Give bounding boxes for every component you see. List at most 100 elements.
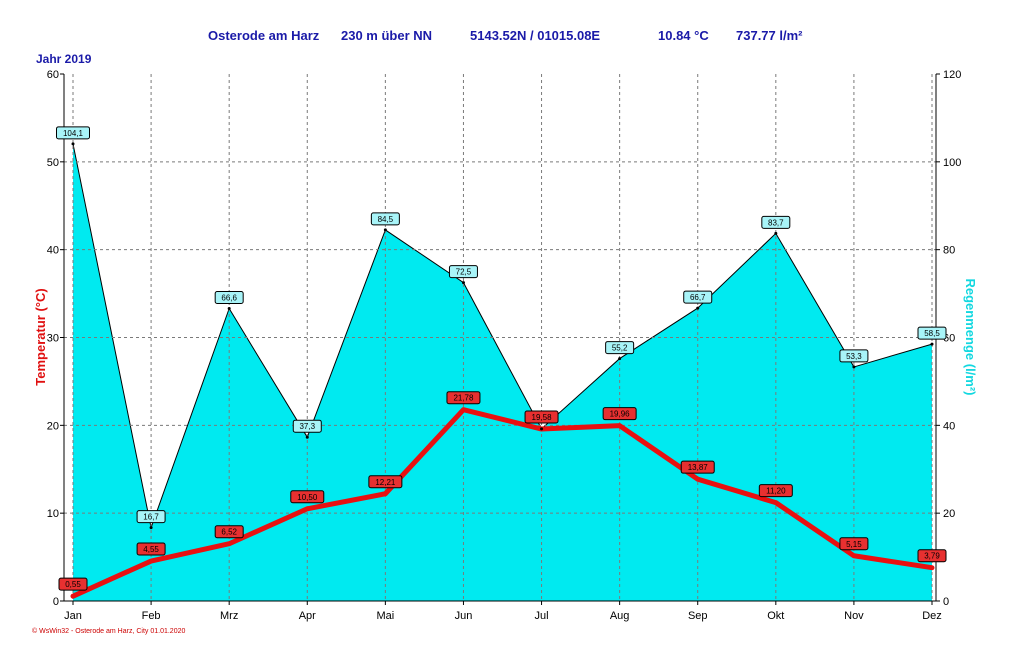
temperature-data-label: 13,87 xyxy=(688,463,709,472)
temperature-line xyxy=(70,407,935,599)
precipitation-data-label: 58,5 xyxy=(924,329,940,338)
precipitation-point xyxy=(774,231,778,235)
temperature-data-label: 3,79 xyxy=(924,552,940,561)
x-tick-label: Apr xyxy=(299,610,316,622)
precipitation-data-label-box xyxy=(370,212,400,226)
precipitation-data-label: 83,7 xyxy=(768,218,784,227)
temperature-point xyxy=(461,407,466,412)
x-tick-label: Jul xyxy=(535,610,549,622)
x-tick-label: Okt xyxy=(767,610,784,622)
precipitation-data-label-box xyxy=(214,291,244,305)
temperature-data-label-box xyxy=(680,460,715,474)
temperature-data-label: 19,58 xyxy=(532,413,553,422)
precipitation-point xyxy=(71,142,75,146)
precipitation-point xyxy=(930,342,934,346)
precipitation-point xyxy=(149,526,153,530)
x-tick-label: Dez xyxy=(922,610,942,622)
y-right-tick-label: 100 xyxy=(943,157,961,169)
y-right-tick-label: 0 xyxy=(943,596,949,608)
precipitation-point xyxy=(461,281,465,285)
x-tick-label: Mrz xyxy=(220,610,238,622)
precipitation-data-label: 16,7 xyxy=(143,513,159,522)
temperature-data-label: 5,15 xyxy=(846,540,862,549)
precipitation-data-label: 66,6 xyxy=(221,294,237,303)
precipitation-outline xyxy=(72,143,933,530)
temperature-data-label: 10,50 xyxy=(297,493,318,502)
precipitation-point xyxy=(618,357,622,361)
x-tick-label: Jun xyxy=(455,610,473,622)
y-left-tick-label: 40 xyxy=(47,245,59,257)
precipitation-data-label: 72,5 xyxy=(456,268,472,277)
copyright-note: © WsWin32 - Osterode am Harz, City 01.01… xyxy=(32,628,186,635)
precipitation-data-label-box xyxy=(917,326,947,340)
precipitation-data-label: 53,3 xyxy=(846,352,862,361)
temperature-data-label-box xyxy=(602,407,637,421)
temperature-point xyxy=(695,477,700,482)
y-left-tick-label: 50 xyxy=(47,157,59,169)
y-right-tick-label: 120 xyxy=(943,69,961,81)
x-tick-label: Sep xyxy=(688,610,708,622)
y-left-tick-label: 0 xyxy=(53,596,59,608)
x-tick-label: Mai xyxy=(376,610,394,622)
y-left-axis-title: Temperatur (°C) xyxy=(33,288,48,385)
temperature-data-label: 19,96 xyxy=(610,410,631,419)
precipitation-point xyxy=(696,306,700,310)
station-coordinates: 5143.52N / 01015.08E xyxy=(470,28,601,43)
temperature-point xyxy=(305,506,310,511)
temperature-data-label: 6,52 xyxy=(221,528,237,537)
mean-temperature: 10.84 °C xyxy=(658,28,709,43)
precipitation-point xyxy=(852,365,856,369)
x-tick-label: Jan xyxy=(64,610,82,622)
temperature-data-label: 12,21 xyxy=(375,478,396,487)
temperature-point xyxy=(383,491,388,496)
temperature-point xyxy=(227,541,232,546)
precipitation-total: 737.77 l/m² xyxy=(736,28,803,43)
temperature-point xyxy=(149,559,154,564)
y-left-tick-label: 60 xyxy=(47,69,59,81)
station-altitude: 230 m über NN xyxy=(341,28,433,43)
temperature-data-label: 21,78 xyxy=(453,394,474,403)
temperature-data-label-box xyxy=(58,577,88,591)
precipitation-data-label-box xyxy=(136,510,166,524)
station-name: Osterode am Harz xyxy=(208,28,320,43)
y-left-tick-label: 30 xyxy=(47,333,59,345)
x-tick-label: Feb xyxy=(142,610,161,622)
precipitation-data-label: 66,7 xyxy=(690,293,706,302)
y-right-axis-title: Regenmenge (l/m²) xyxy=(963,278,978,395)
temperature-point xyxy=(930,565,934,570)
precipitation-data-label-box xyxy=(448,265,478,279)
x-tick-label: Aug xyxy=(610,610,630,622)
temperature-data-label-box xyxy=(368,475,403,489)
precipitation-data-label: 37,3 xyxy=(299,422,315,431)
temperature-data-label-box xyxy=(214,525,244,539)
temperature-data-label: 11,20 xyxy=(766,487,786,496)
y-right-tick-label: 20 xyxy=(943,508,955,520)
temperature-point xyxy=(851,553,856,558)
temperature-data-label-box xyxy=(136,542,166,556)
temperature-data-label-box xyxy=(758,484,793,498)
temperature-point xyxy=(773,500,778,505)
y-right-tick-label: 80 xyxy=(943,245,955,257)
temperature-point xyxy=(71,594,75,599)
temperature-data-label-box xyxy=(839,537,869,551)
precipitation-data-label-box xyxy=(292,419,322,433)
precipitation-data-label-box xyxy=(761,215,791,229)
temperature-data-label-box xyxy=(446,391,481,405)
precipitation-data-label-box xyxy=(839,349,869,363)
precipitation-data-label: 55,2 xyxy=(612,344,628,353)
y-left-tick-label: 20 xyxy=(47,420,59,432)
precipitation-data-label: 104,1 xyxy=(63,129,84,138)
precipitation-point xyxy=(227,307,231,311)
temperature-point xyxy=(617,423,622,428)
precipitation-data-label-box xyxy=(683,290,713,304)
temperature-data-label-box xyxy=(290,490,325,504)
precipitation-data-label-box xyxy=(605,341,635,355)
temperature-data-label-box xyxy=(917,549,947,563)
y-left-tick-label: 10 xyxy=(47,508,59,520)
precipitation-area xyxy=(73,143,932,601)
precipitation-point xyxy=(540,427,544,431)
year-label: Jahr 2019 xyxy=(36,52,92,66)
x-tick-label: Nov xyxy=(844,610,864,622)
precipitation-data-label-box xyxy=(56,126,90,140)
